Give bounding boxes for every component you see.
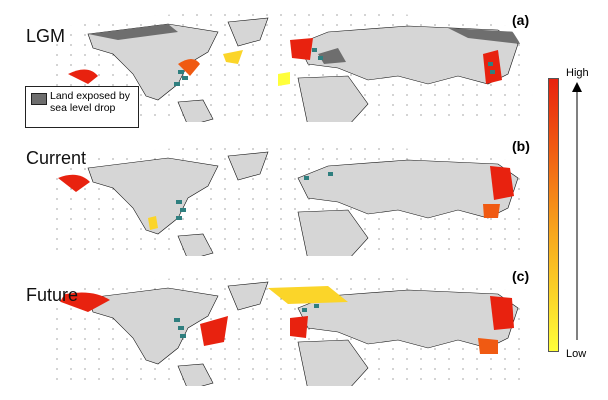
colorbar-arrow-icon: [572, 82, 582, 340]
legend: Land exposed by sea level drop: [25, 86, 139, 128]
colorbar-low-label: Low: [566, 348, 587, 360]
map-panel-lgm: [28, 4, 550, 126]
world-map-current: [45, 144, 533, 256]
colorbar: [548, 78, 559, 352]
world-map-future: [45, 274, 533, 386]
panel-letter-c: (c): [512, 268, 530, 284]
panel-letter-b: (b): [512, 138, 530, 154]
legend-swatch-exposed-land: [31, 93, 47, 105]
panel-title-current: Current: [26, 148, 87, 168]
colorbar-high-label: High: [566, 67, 589, 79]
map-panel-future: [28, 268, 550, 390]
world-map-lgm: [45, 10, 533, 122]
legend-label: Land exposed by sea level drop: [50, 90, 130, 114]
panel-title-lgm: LGM: [26, 26, 66, 46]
panel-letter-a: (a): [512, 12, 530, 28]
map-panel-current: [28, 138, 550, 260]
panel-title-future: Future: [26, 285, 79, 305]
